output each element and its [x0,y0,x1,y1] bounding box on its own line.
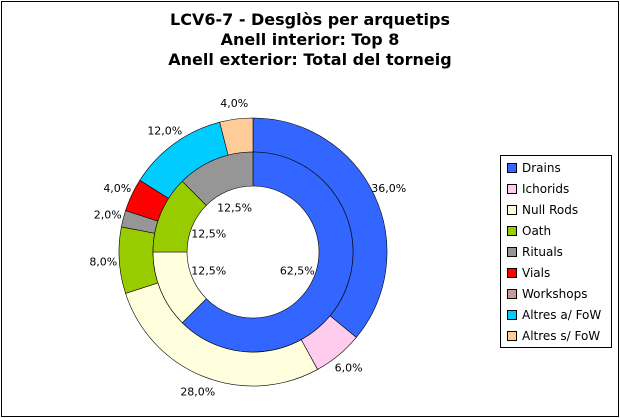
legend-label: Altres a/ FoW [522,308,602,322]
inner-data-label: 62,5% [280,264,315,277]
legend-label: Altres s/ FoW [522,329,601,343]
legend-swatch [507,331,517,341]
outer-data-label: 6,0% [335,362,363,375]
inner-data-label: 12,5% [191,264,226,277]
inner-slice-rituals [181,151,254,206]
legend-swatch [507,184,517,194]
legend-swatch [507,226,517,236]
legend-swatch [507,205,517,215]
legend-label: Rituals [522,245,563,259]
legend-item: Workshops [507,284,587,304]
legend-swatch [507,163,517,173]
outer-data-label: 4,0% [220,97,248,110]
legend-label: Workshops [522,287,588,301]
chart-title-line-1: LCV6-7 - Desglòs per arquetips [170,10,450,29]
legend-label: Vials [522,266,551,280]
inner-data-label: 12,5% [217,202,252,215]
legend-swatch [507,310,517,320]
legend-item: Drains [507,158,561,178]
legend: Drains Ichorids Null Rods Oath Rituals Vials W… [500,155,612,348]
legend-item: Rituals [507,242,563,262]
outer-data-label: 12,0% [147,125,182,138]
data-labels: 62,5% 12,5% 12,5% 12,5% 36,0% 6,0% 28,0% 8,0% 2,… [89,97,406,398]
legend-label: Null Rods [522,203,579,217]
legend-swatch [507,268,517,278]
legend-label: Drains [522,161,561,175]
legend-item: Altres a/ FoW [507,305,601,325]
legend-item: Null Rods [507,200,578,220]
legend-swatch [507,247,517,257]
chart-title-line-3: Anell exterior: Total del torneig [168,50,452,69]
legend-swatch [507,289,517,299]
outer-ring [118,117,388,387]
outer-data-label: 2,0% [94,209,122,222]
inner-data-label: 12,5% [191,228,226,241]
chart-title: LCV6-7 - Desglòs per arquetips Anell int… [0,10,620,70]
outer-data-label: 4,0% [103,182,131,195]
outer-data-label: 36,0% [371,182,406,195]
outer-data-label: 28,0% [180,386,215,399]
legend-item: Altres s/ FoW [507,326,600,346]
legend-item: Oath [507,221,551,241]
legend-label: Oath [522,224,552,238]
outer-data-label: 8,0% [89,255,117,268]
chart-title-line-2: Anell interior: Top 8 [220,30,400,49]
outer-slice-oath [118,226,159,294]
inner-ring [152,151,354,353]
legend-label: Ichorids [522,182,570,196]
legend-item: Vials [507,263,550,283]
inner-slice-drains [181,151,354,353]
legend-item: Ichorids [507,179,569,199]
